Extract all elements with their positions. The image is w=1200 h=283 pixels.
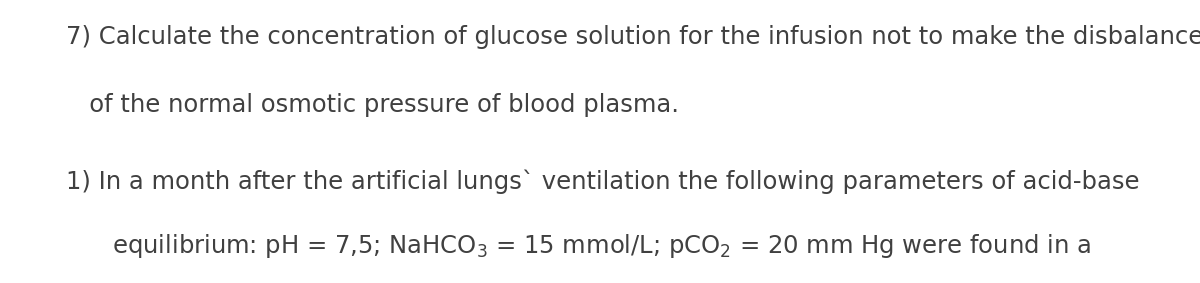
Text: 7) Calculate the concentration of glucose solution for the infusion not to make : 7) Calculate the concentration of glucos… [66, 25, 1200, 50]
Text: equilibrium: pH = 7,5; NaHCO$_3$ = 15 mmol/L; pCO$_2$ = 20 mm Hg were found in a: equilibrium: pH = 7,5; NaHCO$_3$ = 15 mm… [66, 232, 1091, 260]
Text: 1) In a month after the artificial lungs` ventilation the following parameters o: 1) In a month after the artificial lungs… [66, 170, 1140, 194]
Text: of the normal osmotic pressure of blood plasma.: of the normal osmotic pressure of blood … [66, 93, 679, 117]
